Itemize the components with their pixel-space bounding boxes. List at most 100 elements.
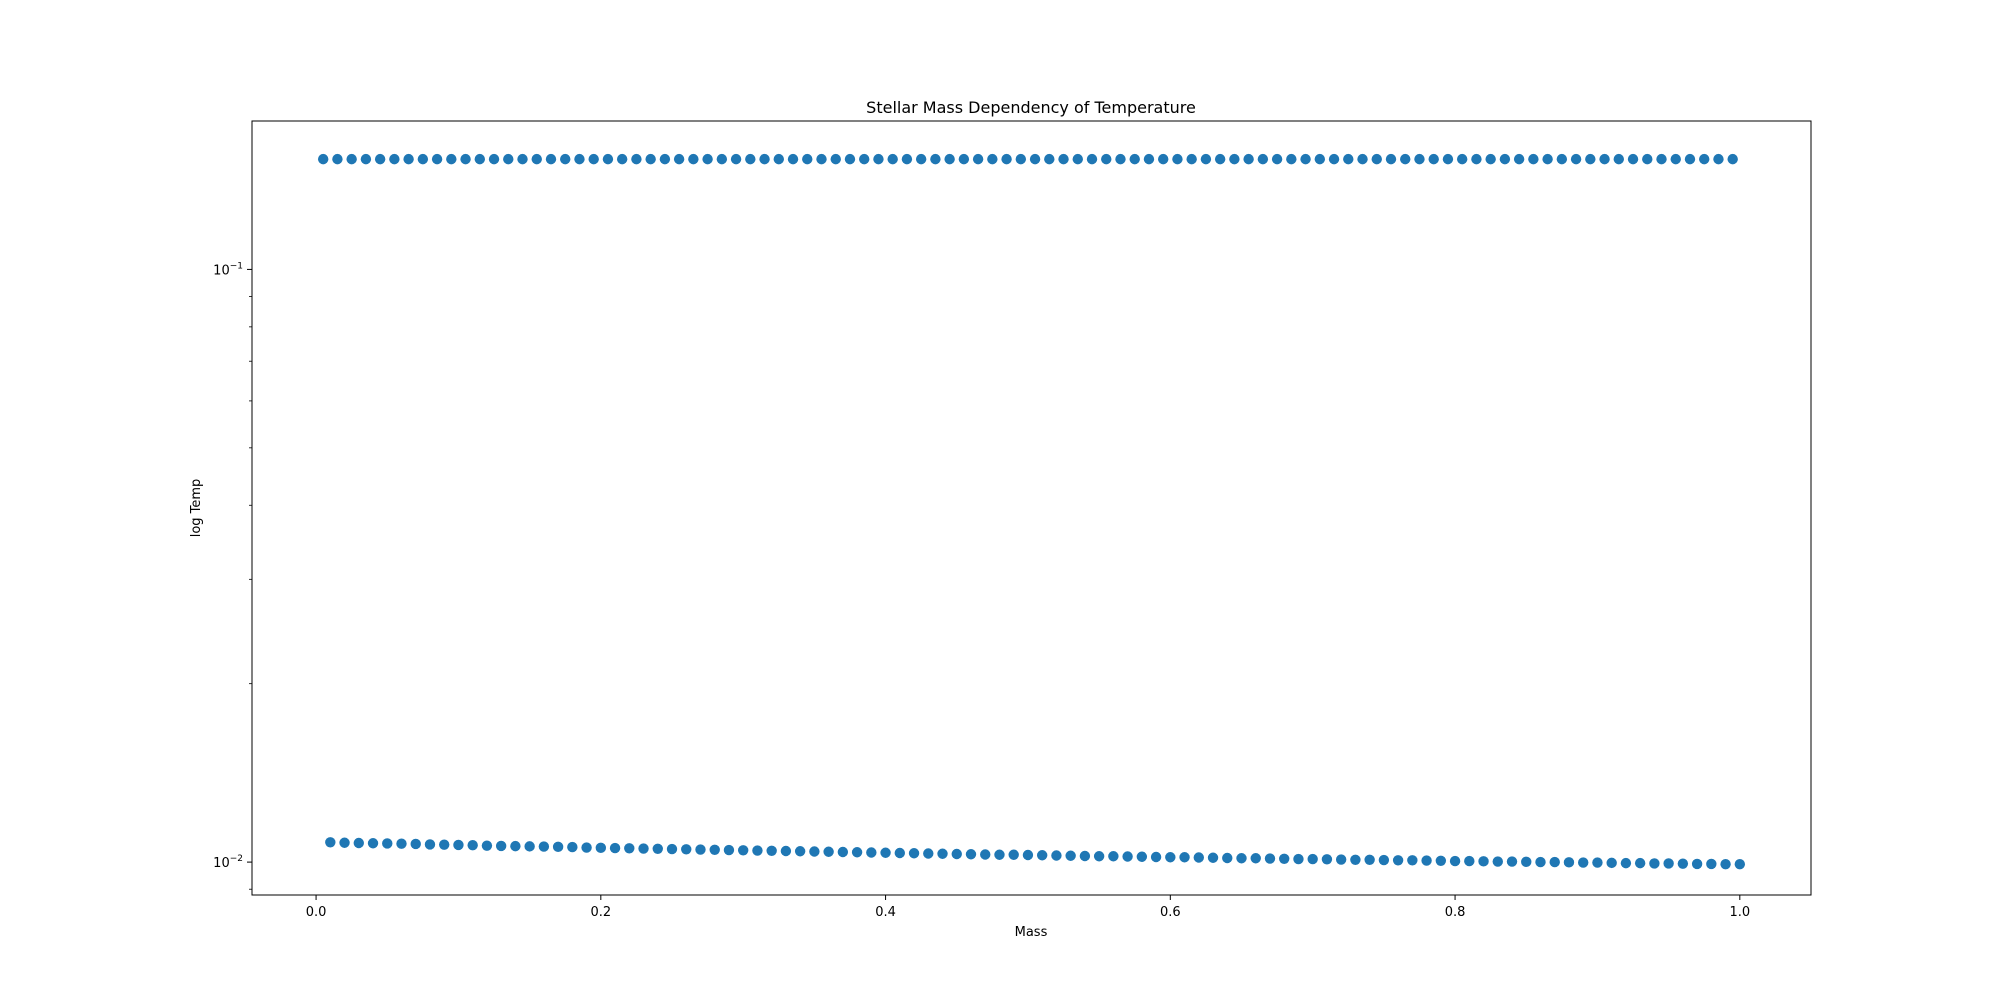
data-point (1385, 153, 1397, 165)
data-point (1229, 153, 1240, 165)
data-point (1122, 851, 1133, 862)
data-point (538, 841, 550, 852)
data-point (930, 153, 941, 165)
data-point (616, 153, 628, 165)
data-point (1727, 153, 1738, 165)
data-point (1613, 153, 1624, 165)
data-point (1456, 153, 1468, 165)
x-tick-label: 0.8 (1445, 905, 1466, 920)
data-point (894, 847, 905, 859)
data-point (1350, 854, 1361, 865)
data-point (439, 839, 450, 850)
data-point (1015, 153, 1027, 165)
data-point (673, 153, 685, 165)
data-point (901, 153, 913, 165)
data-point (1506, 856, 1518, 867)
data-point (1335, 854, 1347, 865)
data-point (1734, 858, 1746, 870)
data-point (1442, 153, 1454, 165)
data-point (1257, 153, 1269, 165)
data-point (567, 841, 578, 853)
data-point (1214, 153, 1226, 165)
data-point (737, 845, 749, 856)
data-point (1513, 153, 1525, 165)
data-point (780, 845, 792, 857)
data-point (624, 843, 635, 854)
data-point (1720, 858, 1731, 870)
data-point (1364, 854, 1375, 865)
data-point (745, 153, 756, 165)
data-point (844, 153, 856, 165)
data-point (1343, 153, 1354, 165)
data-point (787, 153, 799, 165)
data-point (1307, 853, 1318, 865)
data-point (851, 847, 863, 858)
data-point (367, 838, 379, 849)
data-point (389, 153, 400, 165)
data-point (353, 837, 364, 849)
data-point (360, 153, 372, 165)
x-axis-ticks: 0.0 0.2 0.4 0.6 0.8 1.0 (306, 895, 1750, 920)
data-point (1699, 153, 1710, 165)
data-point (980, 849, 991, 860)
data-point (595, 842, 607, 854)
data-point (823, 846, 834, 857)
data-point (837, 846, 849, 858)
data-point (1150, 851, 1162, 863)
data-point (1606, 857, 1617, 869)
x-tick-label: 0.6 (1160, 905, 1181, 920)
data-point (1706, 858, 1717, 870)
data-point (1528, 153, 1539, 165)
data-point (560, 153, 571, 165)
data-point (460, 153, 471, 165)
data-point (609, 842, 621, 854)
data-point (1542, 153, 1553, 165)
data-point (1691, 858, 1703, 870)
y-tick-label-base: 10 (213, 856, 230, 871)
data-point (1464, 855, 1475, 867)
data-point (816, 153, 827, 165)
data-point (1713, 153, 1724, 165)
data-point (1036, 850, 1048, 861)
data-point (1179, 852, 1190, 863)
x-tick-label: 1.0 (1729, 905, 1750, 920)
data-point (1656, 153, 1667, 165)
data-point (1620, 857, 1632, 869)
data-point (752, 845, 763, 856)
data-point (446, 153, 457, 165)
data-point (1136, 851, 1148, 862)
data-point (1407, 855, 1418, 866)
x-axis-label: Mass (1015, 925, 1048, 940)
data-point (695, 844, 706, 855)
data-point (958, 153, 970, 165)
data-point (716, 153, 728, 165)
data-point (1236, 853, 1247, 864)
data-point (317, 153, 329, 165)
data-point (688, 153, 699, 165)
data-point (1314, 153, 1326, 165)
data-point (631, 153, 642, 165)
data-point (325, 837, 336, 848)
data-point (1627, 153, 1639, 165)
data-point (645, 153, 656, 165)
data-point (1129, 153, 1140, 165)
data-point (1065, 850, 1076, 861)
data-point (467, 839, 478, 851)
data-point (759, 153, 770, 165)
data-point (431, 153, 443, 165)
data-point (1093, 851, 1105, 862)
data-point (951, 848, 962, 860)
data-point (396, 838, 407, 849)
data-point (1535, 856, 1546, 868)
data-point (1357, 153, 1368, 165)
data-point (1300, 153, 1311, 165)
data-point (1677, 858, 1689, 869)
data-point (1392, 855, 1404, 866)
y-tick-label-exponent: −1 (230, 261, 243, 271)
data-point (1001, 153, 1012, 165)
data-point (1172, 153, 1183, 165)
data-point (709, 844, 720, 855)
